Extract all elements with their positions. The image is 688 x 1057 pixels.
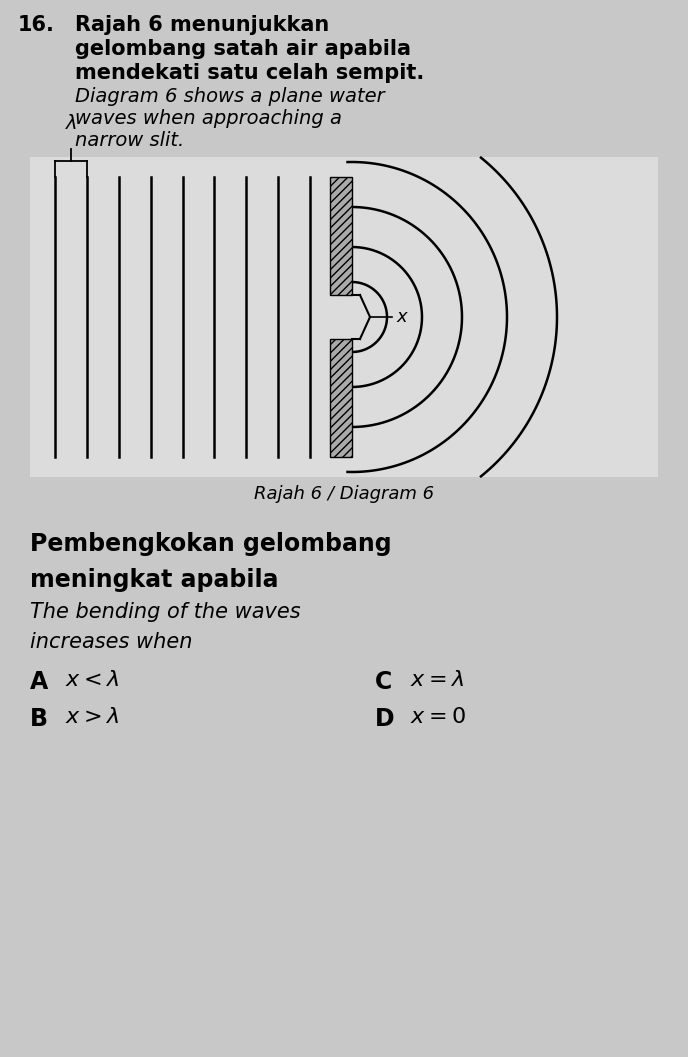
Text: x: x [396,308,407,326]
Text: Rajah 6 menunjukkan: Rajah 6 menunjukkan [75,15,330,35]
Text: waves when approaching a: waves when approaching a [75,109,342,128]
Text: narrow slit.: narrow slit. [75,131,184,150]
Text: meningkat apabila: meningkat apabila [30,568,279,592]
Text: 16.: 16. [18,15,55,35]
Bar [30,157,658,477]
Text: $x < \lambda$: $x < \lambda$ [65,670,119,690]
Text: increases when: increases when [30,632,193,652]
Text: mendekati satu celah sempit.: mendekati satu celah sempit. [75,63,424,84]
Text: $x = \lambda$: $x = \lambda$ [410,670,464,690]
Text: $\lambda$: $\lambda$ [65,114,77,133]
Text: A: A [30,670,48,694]
Text: Rajah 6 / Diagram 6: Rajah 6 / Diagram 6 [254,485,434,503]
Text: $x = 0$: $x = 0$ [410,707,466,727]
Bar [330,177,352,295]
Text: The bending of the waves: The bending of the waves [30,602,301,622]
Text: C: C [375,670,392,694]
Text: Diagram 6 shows a plane water: Diagram 6 shows a plane water [75,87,385,106]
Text: D: D [375,707,395,731]
Text: B: B [30,707,48,731]
Text: Pembengkokan gelombang: Pembengkokan gelombang [30,532,391,556]
Text: gelombang satah air apabila: gelombang satah air apabila [75,39,411,59]
Text: $x > \lambda$: $x > \lambda$ [65,707,119,727]
Bar [330,339,352,457]
